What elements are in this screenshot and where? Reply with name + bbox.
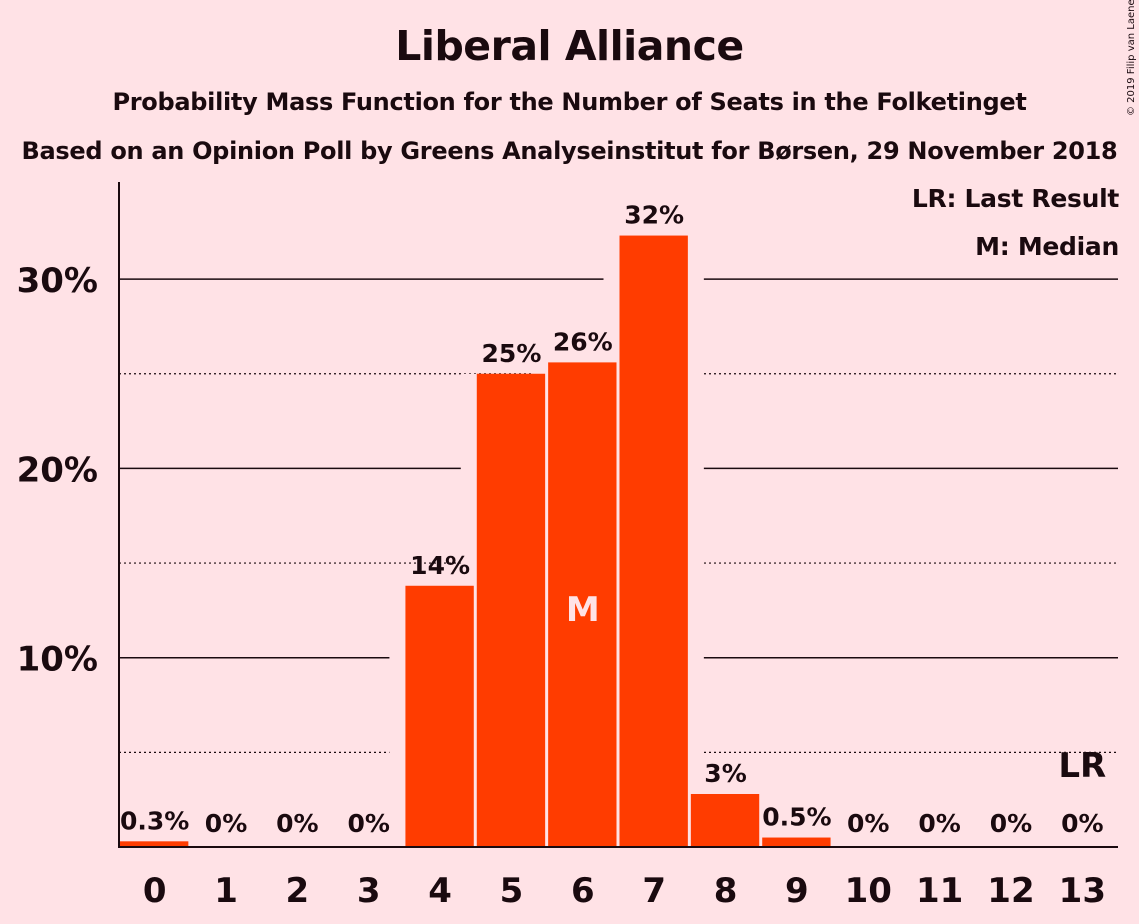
chart-source: Based on an Opinion Poll by Greens Analy… [21,137,1118,165]
data-label: 3% [704,759,746,788]
data-label: 14% [410,551,470,580]
x-tick-label: 6 [571,871,595,911]
data-label: 0% [276,809,318,838]
bar [548,362,617,847]
data-label: 26% [553,327,613,356]
median-marker: M [566,590,600,630]
data-label: 0% [1061,809,1103,838]
bar [762,837,831,847]
x-tick-label: 13 [1059,871,1106,911]
data-label: 0% [990,809,1032,838]
last-result-marker: LR [1058,746,1106,786]
data-label: 0.5% [762,803,831,832]
x-tick-label: 9 [785,871,809,911]
bar [405,585,474,847]
x-tick-label: 7 [642,871,666,911]
x-tick-label: 12 [987,871,1034,911]
x-tick-label: 0 [143,871,167,911]
data-label: 0% [348,809,390,838]
x-tick-label: 2 [286,871,310,911]
chart-subtitle: Probability Mass Function for the Number… [112,88,1027,116]
x-tick-label: 10 [845,871,892,911]
bar [120,841,189,847]
data-label: 0.3% [120,806,189,835]
x-tick-label: 1 [214,871,238,911]
data-label: 25% [482,339,542,368]
legend-median: M: Median [975,232,1119,261]
bar [476,373,546,847]
bar [690,793,760,847]
x-tick-label: 5 [500,871,524,911]
x-tick-label: 4 [428,871,452,911]
y-tick-label: 20% [17,450,98,490]
legend-last-result: LR: Last Result [911,184,1119,213]
data-label: 0% [918,809,960,838]
y-tick-label: 30% [17,261,98,301]
data-label: 0% [205,809,247,838]
x-tick-label: 3 [357,871,381,911]
data-label: 0% [847,809,889,838]
x-tick-label: 8 [714,871,738,911]
bar [619,235,688,847]
x-tick-label: 11 [916,871,963,911]
y-tick-label: 10% [17,640,98,680]
data-label: 32% [624,201,684,230]
chart-title: Liberal Alliance [395,22,744,70]
